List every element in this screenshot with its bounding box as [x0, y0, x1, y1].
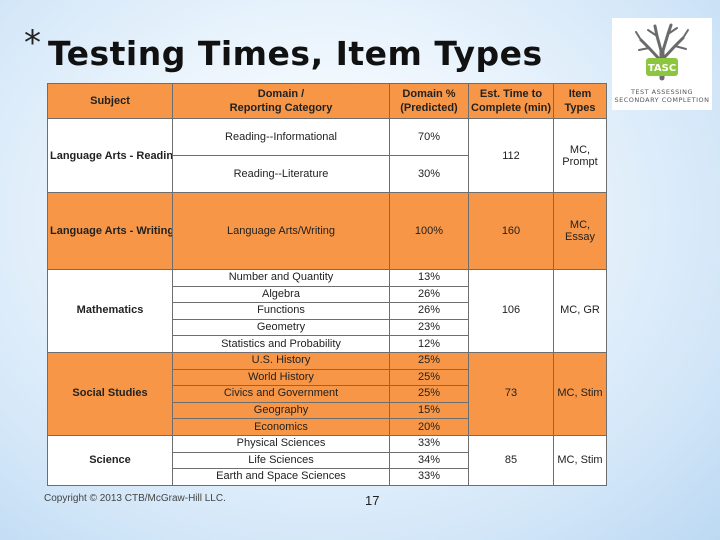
time-cell: 112 — [468, 118, 554, 193]
types-cell: MC, Prompt — [553, 118, 607, 193]
types-cell: MC, Essay — [553, 192, 607, 270]
header-est-time: Est. Time to Complete (min) — [468, 83, 554, 119]
time-cell: 73 — [468, 351, 554, 436]
table-header-row: Subject Domain / Reporting Category Domai… — [47, 83, 607, 119]
time-cell: 85 — [468, 434, 554, 486]
domain-cell: Physical Sciences — [172, 434, 390, 453]
pct-cell: 34% — [389, 451, 469, 470]
time-cell: 106 — [468, 269, 554, 353]
pct-cell: 30% — [389, 155, 469, 193]
table-row: Algebra 26% — [48, 285, 607, 304]
page-number: 17 — [365, 493, 380, 508]
pct-cell: 26% — [389, 302, 469, 320]
domain-cell: World History — [172, 368, 390, 387]
header-subject: Subject — [47, 83, 173, 119]
domain-cell: U.S. History — [172, 351, 390, 370]
pct-cell: 25% — [389, 368, 469, 387]
pct-cell: 25% — [389, 351, 469, 370]
logo-badge-text: TASC — [648, 63, 676, 74]
pct-cell: 20% — [389, 418, 469, 436]
table-row: Reading--Literature 30% — [48, 155, 607, 193]
pct-cell: 25% — [389, 385, 469, 403]
domain-cell: Reading--Informational — [172, 118, 390, 156]
table-row: Science Physical Sciences 33% 85 MC, Sti… — [47, 434, 607, 486]
tasc-logo: TASC TEST ASSESSING SECONDARY COMPLETION — [612, 18, 712, 110]
table-row: Earth and Space Sciences 33% — [48, 468, 607, 486]
domain-cell: Geometry — [172, 318, 390, 337]
domain-cell: Economics — [172, 418, 390, 436]
pct-cell: 33% — [389, 434, 469, 453]
slide-title: Testing Times, Item Types — [48, 34, 543, 73]
subject-cell: Science — [47, 434, 173, 486]
types-cell: MC, Stim — [553, 351, 607, 436]
table-row: Language Arts - Reading Reading--Informa… — [47, 118, 607, 193]
subject-cell: Language Arts - Reading — [47, 118, 173, 193]
header-item-types: Item Types — [553, 83, 607, 119]
types-cell: MC, GR — [553, 269, 607, 353]
domain-cell: Life Sciences — [172, 451, 390, 470]
domain-cell: Functions — [172, 302, 390, 320]
pct-cell: 33% — [389, 468, 469, 486]
pct-cell: 23% — [389, 318, 469, 337]
table-row: Language Arts - Writing Language Arts/Wr… — [47, 192, 607, 270]
header-domain: Domain / Reporting Category — [172, 83, 390, 119]
logo-tagline-1: TEST ASSESSING — [630, 88, 694, 96]
subject-cell: Mathematics — [47, 269, 173, 353]
testing-times-table-wrapper: Subject Domain / Reporting Category Domai… — [47, 83, 607, 486]
subject-cell: Language Arts - Writing — [47, 192, 173, 270]
table-row: World History 25% — [48, 368, 607, 387]
types-cell: MC, Stim — [553, 434, 607, 486]
domain-cell: Earth and Space Sciences — [172, 468, 390, 486]
domain-cell: Algebra — [172, 285, 390, 304]
pct-cell: 13% — [389, 269, 469, 287]
tree-logo-icon: TASC — [635, 23, 689, 81]
domain-cell: Number and Quantity — [172, 269, 390, 287]
pct-cell: 70% — [389, 118, 469, 156]
header-domain-pct: Domain % (Predicted) — [389, 83, 469, 119]
time-cell: 160 — [468, 192, 554, 270]
pct-cell: 26% — [389, 285, 469, 304]
table-row: Geometry 23% — [48, 318, 607, 337]
domain-cell: Civics and Government — [172, 385, 390, 403]
pct-cell: 12% — [389, 335, 469, 353]
title-bullet: * — [24, 23, 41, 63]
domain-cell: Reading--Literature — [172, 155, 390, 193]
table-row: Civics and Government 25% — [48, 385, 607, 403]
domain-cell: Geography — [172, 401, 390, 420]
table-row: Mathematics Number and Quantity 13% 106 … — [47, 269, 607, 353]
table-row: Functions 26% — [48, 302, 607, 320]
testing-times-table: Subject Domain / Reporting Category Domai… — [47, 83, 607, 486]
pct-cell: 15% — [389, 401, 469, 420]
table-row: Social Studies U.S. History 25% 73 MC, S… — [47, 351, 607, 436]
pct-cell: 100% — [389, 192, 469, 270]
subject-cell: Social Studies — [47, 351, 173, 436]
copyright-footer: Copyright © 2013 CTB/McGraw-Hill LLC. — [44, 493, 226, 504]
logo-tagline-2: SECONDARY COMPLETION — [614, 96, 710, 104]
table-row: Economics 20% — [48, 418, 607, 436]
domain-cell: Statistics and Probability — [172, 335, 390, 353]
domain-cell: Language Arts/Writing — [172, 192, 390, 270]
